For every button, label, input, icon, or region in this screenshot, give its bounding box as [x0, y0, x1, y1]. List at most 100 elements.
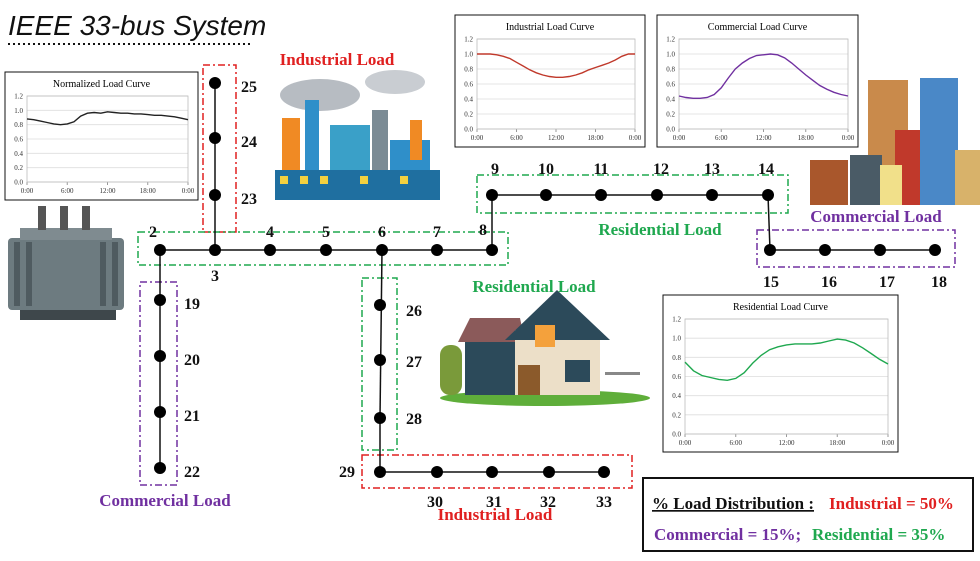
- zone-box: [137, 231, 509, 266]
- distribution-industrial: Industrial = 50%: [829, 494, 954, 513]
- y-tick-label: 1.0: [464, 51, 473, 59]
- load-curve: [684, 338, 889, 382]
- y-tick-label: 0.0: [672, 431, 681, 439]
- bus-label: 14: [758, 161, 774, 178]
- y-tick-label: 0.4: [672, 392, 681, 400]
- x-tick-label: 18:00: [140, 187, 156, 195]
- y-tick-label: 0.2: [14, 164, 23, 172]
- x-tick-label: 12:00: [548, 134, 564, 142]
- distribution-box: [642, 477, 974, 552]
- chart-title: Industrial Load Curve: [506, 22, 595, 33]
- bus-label: 2: [149, 224, 157, 241]
- bus-label: 27: [406, 354, 422, 371]
- zone-box: [361, 277, 398, 451]
- bus-node: [374, 412, 386, 424]
- x-tick-label: 12:00: [100, 187, 116, 195]
- bus-label: 7: [433, 224, 441, 241]
- chart-frame: [454, 14, 646, 148]
- bus-label: 6: [378, 224, 386, 241]
- bus-label: 21: [184, 408, 200, 425]
- feeder-line: [379, 249, 383, 419]
- y-tick-label: 1.2: [672, 316, 681, 324]
- bus-node: [154, 350, 166, 362]
- bus-label: 23: [241, 191, 257, 208]
- bus-node: [486, 189, 498, 201]
- zone-label: Residential Load: [472, 277, 596, 296]
- y-tick-label: 1.0: [672, 335, 681, 343]
- bus-label: 30: [427, 494, 443, 511]
- bus-label: 29: [339, 464, 355, 481]
- bus-label: 8: [479, 222, 487, 239]
- factory-icon: [275, 70, 440, 200]
- bus-label: 4: [266, 224, 274, 241]
- bus-label: 12: [653, 161, 669, 178]
- bus-node: [209, 132, 221, 144]
- bus-node: [874, 244, 886, 256]
- bus-label: 28: [406, 411, 422, 428]
- x-tick-label: 18:00: [829, 439, 845, 447]
- y-tick-label: 0.8: [464, 66, 473, 74]
- bus-label: 19: [184, 296, 200, 313]
- bus-label: 11: [593, 161, 608, 178]
- y-tick-label: 0.2: [672, 411, 681, 419]
- y-tick-label: 0.6: [672, 373, 681, 381]
- x-tick-label: 0:00: [673, 134, 686, 142]
- x-tick-label: 0:00: [679, 439, 692, 447]
- zone-box: [202, 64, 237, 233]
- distribution-heading: % Load Distribution :: [652, 494, 814, 513]
- bus-node: [376, 244, 388, 256]
- x-tick-label: 0:00: [471, 134, 484, 142]
- bus-node: [209, 189, 221, 201]
- plot-area: [684, 318, 889, 435]
- plot-area: [476, 38, 636, 130]
- bus-node: [540, 189, 552, 201]
- x-tick-label: 0:00: [21, 187, 34, 195]
- bus-label: 22: [184, 464, 200, 481]
- x-tick-label: 18:00: [588, 134, 604, 142]
- y-tick-label: 1.2: [14, 93, 23, 101]
- bus-label: 25: [241, 79, 257, 96]
- bus-label: 17: [879, 274, 895, 291]
- bus-label: 13: [704, 161, 720, 178]
- bus-node: [320, 244, 332, 256]
- bus-node: [431, 466, 443, 478]
- bus-label: 24: [241, 134, 257, 151]
- bus-node: [209, 77, 221, 89]
- x-tick-label: 6:00: [510, 134, 523, 142]
- bus-label: 20: [184, 352, 200, 369]
- bus-label: 32: [540, 494, 556, 511]
- chart-frame: [4, 71, 199, 201]
- y-tick-label: 0.6: [666, 81, 675, 89]
- bus-node: [819, 244, 831, 256]
- bus-node: [154, 406, 166, 418]
- zone-box: [476, 174, 789, 214]
- y-tick-label: 0.2: [666, 111, 675, 119]
- y-tick-label: 0.0: [666, 126, 675, 134]
- zone-label: Industrial Load: [280, 50, 395, 69]
- y-tick-label: 0.8: [666, 66, 675, 74]
- x-tick-label: 6:00: [730, 439, 743, 447]
- bus-label: 3: [211, 268, 219, 285]
- bus-node: [543, 466, 555, 478]
- bus-label: 9: [491, 161, 499, 178]
- bus-label: 10: [538, 161, 554, 178]
- plot-area: [678, 38, 849, 130]
- x-tick-label: 12:00: [756, 134, 772, 142]
- bus-node: [651, 189, 663, 201]
- y-tick-label: 0.6: [464, 81, 473, 89]
- bus-node: [431, 244, 443, 256]
- bus-label: 26: [406, 303, 422, 320]
- plot-area: [26, 95, 189, 183]
- y-tick-label: 0.0: [464, 126, 473, 134]
- zone-box: [756, 229, 956, 268]
- bus-node: [929, 244, 941, 256]
- x-tick-label: 6:00: [61, 187, 74, 195]
- bus-node: [374, 354, 386, 366]
- bus-node: [486, 466, 498, 478]
- house-icon: [440, 290, 650, 406]
- title: IEEE 33-bus System: [8, 10, 266, 41]
- bus-label: 33: [596, 494, 612, 511]
- bus-node: [264, 244, 276, 256]
- bus-node: [762, 189, 774, 201]
- zone-label: Residential Load: [598, 220, 722, 239]
